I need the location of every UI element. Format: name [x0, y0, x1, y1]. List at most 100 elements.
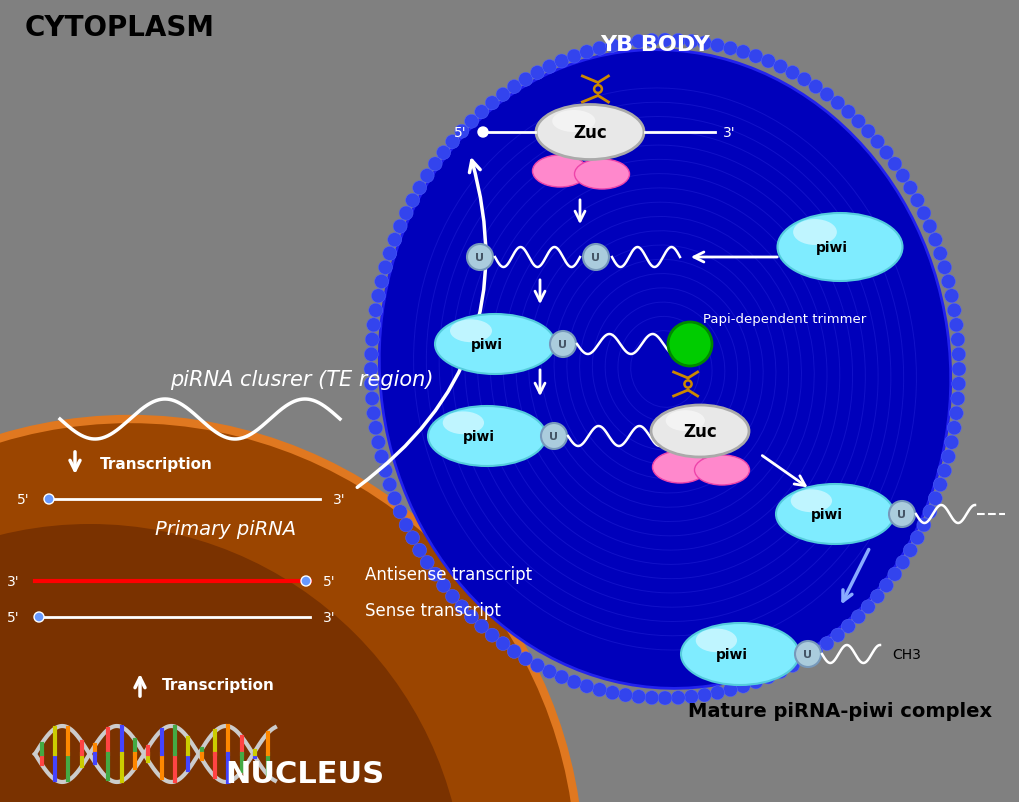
Circle shape — [567, 675, 581, 689]
Circle shape — [841, 106, 855, 119]
Circle shape — [808, 80, 822, 95]
Circle shape — [932, 247, 947, 261]
Circle shape — [932, 478, 947, 492]
Circle shape — [618, 688, 632, 702]
Circle shape — [495, 637, 510, 650]
Ellipse shape — [681, 623, 798, 685]
Circle shape — [420, 169, 434, 184]
Text: U: U — [558, 339, 567, 350]
Circle shape — [413, 181, 426, 196]
Circle shape — [895, 556, 909, 569]
Circle shape — [474, 106, 488, 119]
Circle shape — [748, 675, 762, 689]
Circle shape — [722, 43, 737, 56]
Circle shape — [869, 136, 883, 149]
Circle shape — [772, 60, 787, 75]
Circle shape — [406, 194, 419, 208]
Circle shape — [794, 642, 820, 667]
Text: 3': 3' — [722, 126, 735, 140]
Circle shape — [371, 290, 385, 303]
Text: Sense transcript: Sense transcript — [365, 602, 500, 619]
Circle shape — [927, 492, 942, 506]
Circle shape — [644, 34, 658, 48]
Circle shape — [785, 67, 799, 80]
Circle shape — [378, 464, 392, 478]
Text: 5': 5' — [7, 610, 20, 624]
Text: Papi-dependent trimmer: Papi-dependent trimmer — [703, 313, 866, 326]
Circle shape — [579, 679, 593, 693]
Circle shape — [949, 407, 962, 420]
Circle shape — [851, 115, 864, 129]
Circle shape — [889, 501, 914, 528]
Circle shape — [398, 518, 413, 533]
Ellipse shape — [694, 456, 749, 485]
Circle shape — [895, 169, 909, 184]
Circle shape — [736, 679, 750, 693]
Circle shape — [887, 568, 901, 581]
Circle shape — [878, 579, 893, 593]
Circle shape — [519, 73, 532, 87]
Circle shape — [860, 125, 874, 139]
Circle shape — [644, 691, 658, 705]
Text: piRNA clusrer (TE region): piRNA clusrer (TE region) — [170, 370, 433, 390]
Circle shape — [618, 37, 632, 51]
Circle shape — [947, 304, 960, 318]
Circle shape — [368, 421, 382, 435]
Circle shape — [374, 275, 388, 289]
Text: 5': 5' — [323, 574, 335, 588]
Circle shape — [428, 158, 441, 172]
Ellipse shape — [0, 419, 580, 802]
Circle shape — [485, 629, 498, 642]
Circle shape — [495, 88, 510, 103]
Circle shape — [878, 146, 893, 160]
Ellipse shape — [449, 320, 491, 342]
Circle shape — [374, 450, 388, 464]
Text: U: U — [591, 253, 600, 263]
Circle shape — [392, 220, 407, 234]
Circle shape — [530, 658, 544, 673]
Circle shape — [44, 494, 54, 504]
Circle shape — [927, 233, 942, 247]
Circle shape — [428, 568, 441, 581]
Circle shape — [710, 39, 723, 53]
Circle shape — [819, 88, 834, 103]
Circle shape — [922, 220, 936, 234]
Ellipse shape — [650, 406, 748, 457]
Circle shape — [671, 34, 685, 48]
Circle shape — [903, 181, 916, 196]
Circle shape — [454, 125, 469, 139]
Circle shape — [860, 600, 874, 614]
Circle shape — [445, 589, 459, 604]
Circle shape — [368, 304, 382, 318]
Circle shape — [364, 363, 378, 376]
Circle shape — [554, 670, 569, 684]
Circle shape — [941, 450, 955, 464]
Ellipse shape — [428, 407, 545, 467]
Circle shape — [378, 261, 392, 275]
Text: 5': 5' — [453, 126, 467, 140]
Circle shape — [567, 50, 581, 64]
Circle shape — [371, 435, 385, 450]
Ellipse shape — [793, 220, 836, 245]
Circle shape — [398, 207, 413, 221]
Ellipse shape — [551, 111, 595, 133]
Circle shape — [579, 46, 593, 60]
Circle shape — [464, 115, 478, 129]
Circle shape — [797, 652, 810, 666]
Circle shape — [684, 690, 698, 704]
Circle shape — [542, 665, 556, 678]
FancyArrowPatch shape — [357, 161, 485, 488]
Text: Transcription: Transcription — [100, 457, 213, 472]
Text: 3': 3' — [332, 492, 345, 506]
Circle shape — [382, 478, 396, 492]
Circle shape — [887, 158, 901, 172]
Circle shape — [554, 55, 569, 69]
Circle shape — [936, 261, 951, 275]
Circle shape — [951, 363, 965, 376]
Circle shape — [506, 80, 521, 95]
Circle shape — [936, 464, 951, 478]
Ellipse shape — [535, 105, 643, 160]
Circle shape — [592, 43, 606, 56]
Circle shape — [34, 612, 44, 622]
Circle shape — [605, 686, 619, 700]
